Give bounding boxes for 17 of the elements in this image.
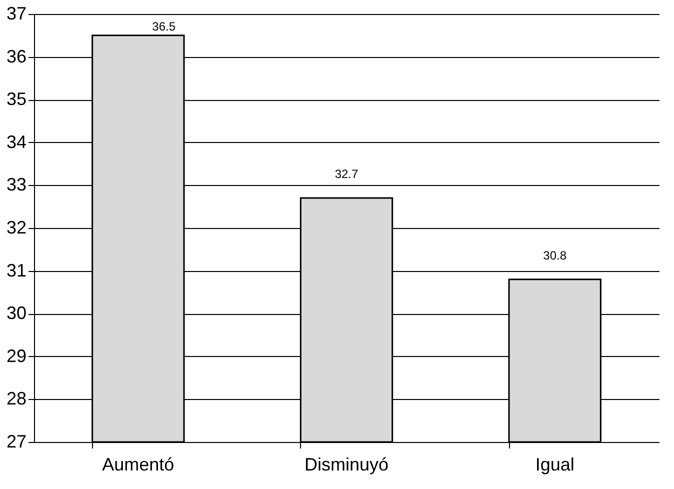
y-tick-label: 34 [6,132,26,152]
data-label: 30.8 [543,248,567,262]
data-label: 36.5 [152,19,176,34]
y-tick-label: 27 [6,432,26,452]
y-tick-label: 37 [6,4,26,24]
x-tick-label: Aumentó [102,454,174,474]
y-tick-label: 35 [6,89,26,110]
y-tick-label: 31 [6,260,26,280]
y-tick-label: 29 [6,346,26,366]
y-tick-label: 36 [6,46,26,66]
y-tick-label: 28 [6,388,26,409]
y-tick-label: 30 [6,303,26,324]
y-tick-label: 33 [6,174,26,195]
y-tick-label: 32 [6,218,26,238]
data-label: 32.7 [334,167,358,182]
x-tick-label: Igual [535,454,574,474]
x-tick-label: Disminuyó [304,454,389,474]
